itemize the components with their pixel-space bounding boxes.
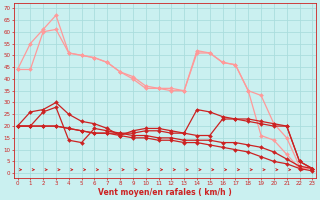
X-axis label: Vent moyen/en rafales ( km/h ): Vent moyen/en rafales ( km/h ) — [98, 188, 232, 197]
